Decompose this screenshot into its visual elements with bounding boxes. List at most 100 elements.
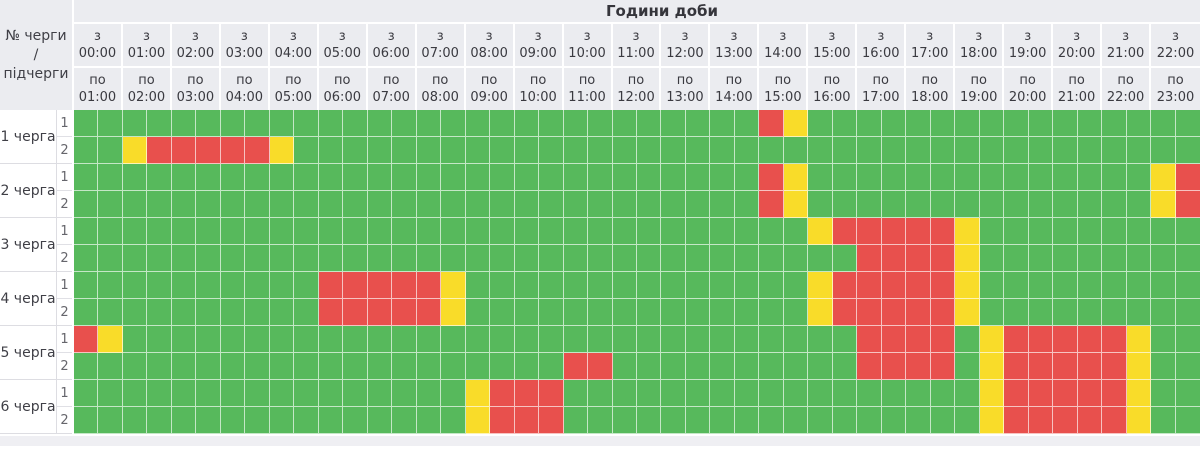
hour-from-cell: з 05:00: [318, 24, 368, 66]
schedule-cell: [759, 353, 784, 380]
schedule-cell: [636, 353, 662, 380]
schedule-cell: [955, 245, 980, 272]
schedule-cell: [783, 380, 809, 407]
schedule-cell: [147, 137, 172, 164]
schedule-cell: [661, 218, 686, 245]
schedule-cell: [1077, 407, 1103, 434]
hour-time: 02:00: [176, 46, 215, 61]
schedule-cell: [906, 299, 931, 326]
schedule-cell: [661, 407, 686, 434]
schedule-cell: [294, 218, 319, 245]
schedule-cell: [1175, 164, 1200, 191]
schedule-cell: [1028, 299, 1054, 326]
schedule-cell: [441, 245, 466, 272]
schedule-cell: [563, 218, 589, 245]
schedule-cell: [539, 380, 564, 407]
schedule-cell: [857, 137, 882, 164]
schedule-cell: [269, 299, 295, 326]
schedule-cell: [245, 164, 270, 191]
schedule-cell: [147, 380, 172, 407]
schedule-cell: [906, 407, 931, 434]
hour-prefix: по: [187, 73, 204, 88]
schedule-cell: [416, 407, 442, 434]
hour-to-cell: по 15:00: [759, 68, 809, 110]
schedule-cell: [1004, 164, 1029, 191]
schedule-cell: [1102, 326, 1127, 353]
schedule-cell: [783, 353, 809, 380]
schedule-cell: [196, 110, 221, 137]
hour-prefix: з: [534, 29, 542, 44]
schedule-cell: [171, 272, 197, 299]
schedule-cell: [1102, 137, 1127, 164]
schedule-cell: [1151, 191, 1176, 218]
hour-time: 14:00: [715, 90, 753, 105]
hour-prefix: по: [970, 73, 987, 88]
schedule-cell: [661, 326, 686, 353]
schedule-cell: [98, 380, 123, 407]
schedule-cell: [857, 272, 882, 299]
schedule-cell: [1077, 164, 1103, 191]
schedule-cell: [465, 164, 491, 191]
hour-prefix: з: [583, 29, 591, 44]
hour-from-cell: з 03:00: [220, 24, 270, 66]
schedule-cell: [147, 164, 172, 191]
schedule-cell: [269, 380, 295, 407]
schedule-cell: [636, 245, 662, 272]
hour-time: 23:00: [1156, 90, 1195, 105]
schedule-cell: [857, 407, 882, 434]
schedule-cell: [416, 380, 442, 407]
schedule-cell: [318, 191, 344, 218]
schedule-cell: [465, 407, 491, 434]
hour-to-cell: по 11:00: [563, 68, 613, 110]
schedule-cell: [220, 218, 246, 245]
schedule-cell: [857, 245, 882, 272]
hour-time: 08:00: [470, 46, 508, 61]
schedule-cell: [563, 191, 589, 218]
schedule-cell: [343, 272, 368, 299]
hour-time: 22:00: [1156, 46, 1195, 61]
schedule-cell: [588, 110, 613, 137]
schedule-cell: [539, 407, 564, 434]
schedule-cell: [1102, 407, 1127, 434]
schedule-cell: [147, 299, 172, 326]
hour-time: 12:00: [617, 90, 655, 105]
schedule-cell: [392, 137, 417, 164]
schedule-cell: [122, 245, 148, 272]
hour-from-cell: з 17:00: [906, 24, 956, 66]
schedule-cell: [783, 110, 809, 137]
schedule-cell: [685, 299, 711, 326]
schedule-cell: [783, 218, 809, 245]
hour-from-cell: з 04:00: [269, 24, 319, 66]
schedule-cell: [979, 191, 1005, 218]
schedule-cell: [588, 353, 613, 380]
schedule-cell: [1077, 380, 1103, 407]
schedule-cell: [171, 407, 197, 434]
schedule-cell: [416, 191, 442, 218]
schedule-cell: [906, 245, 931, 272]
schedule-cell: [612, 326, 637, 353]
schedule-cell: [930, 299, 956, 326]
schedule-cell: [343, 326, 368, 353]
schedule-cell: [245, 326, 270, 353]
schedule-cell: [1126, 137, 1152, 164]
schedule-cell: [416, 245, 442, 272]
queue-row: 6 черга 1 2: [0, 380, 72, 434]
schedule-cell: [245, 218, 270, 245]
schedule-cell: [979, 218, 1005, 245]
queue-row: 5 черга 1 2: [0, 326, 72, 380]
schedule-cell: [734, 110, 760, 137]
schedule-cell: [294, 407, 319, 434]
hour-time: 10:00: [568, 46, 606, 61]
schedule-cell: [808, 272, 833, 299]
schedule-cell: [563, 164, 589, 191]
schedule-cell: [269, 137, 295, 164]
schedule-cell: [1102, 299, 1127, 326]
schedule-cell: [1151, 110, 1176, 137]
schedule-cell: [588, 164, 613, 191]
schedule-cell: [416, 110, 442, 137]
schedule-cell: [979, 407, 1005, 434]
schedule-cell: [612, 245, 637, 272]
hour-time: 15:00: [813, 46, 851, 61]
hour-prefix: з: [1122, 29, 1130, 44]
